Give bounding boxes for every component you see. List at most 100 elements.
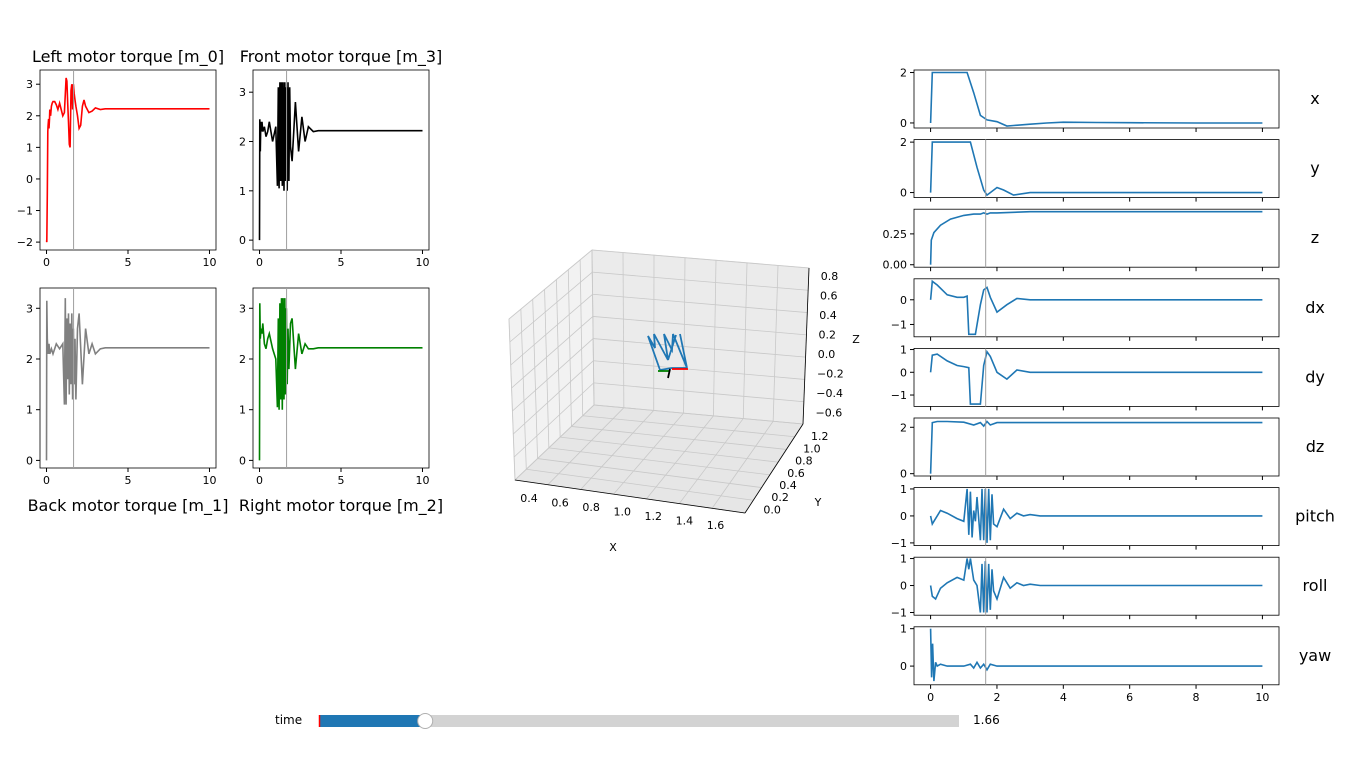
chart-11[interactable]: 1 0 −1 pitch — [891, 483, 1335, 550]
grid-line — [514, 404, 595, 481]
slider-handle[interactable] — [417, 713, 434, 729]
y-tick-label: 0 — [900, 187, 907, 200]
grid-line — [560, 436, 779, 463]
y-tick-label: 2 — [239, 353, 246, 366]
plot-frame — [913, 626, 1280, 686]
grid-line — [509, 271, 593, 343]
y-tick-label: 0.8 — [795, 455, 813, 468]
x-tick-label: 0 — [43, 474, 50, 487]
x-tick-label: 10 — [1255, 691, 1269, 704]
plot-frame — [39, 69, 217, 251]
y-tick-label: 3 — [239, 86, 246, 99]
y-tick-label: 1 — [900, 344, 907, 357]
y-tick-label: 1 — [900, 623, 907, 636]
slider-label: time — [275, 713, 303, 727]
series-line — [929, 141, 1263, 197]
grid-line — [513, 360, 594, 435]
chart-title: Left motor torque [m_0] — [32, 47, 224, 67]
y-tick-label: 0.6 — [787, 467, 805, 480]
chart-10[interactable]: 0 2 dz — [900, 417, 1324, 481]
y-tick-label: 2 — [900, 67, 907, 80]
series-line — [45, 77, 210, 243]
chart-1[interactable]: 0 5 10 0 1 2 3 Front motor torque [m_3] — [239, 47, 442, 269]
y-tick-label: 0 — [900, 468, 907, 481]
z-tick-label: 0.6 — [820, 289, 838, 302]
plot-frame — [913, 139, 1280, 199]
grid-line — [592, 293, 808, 313]
chart-12[interactable]: 1 0 −1 roll — [891, 553, 1328, 620]
plot-frame — [913, 417, 1280, 477]
grid-line — [646, 415, 714, 500]
chart-5[interactable]: 0 2 x — [900, 67, 1320, 132]
chart-title: Front motor torque [m_3] — [240, 47, 443, 67]
x-tick-label: 10 — [415, 474, 429, 487]
grid-line — [513, 382, 594, 458]
grid-line — [548, 447, 770, 476]
y-tick-label: 0 — [900, 580, 907, 593]
y-tick-label: 0.0 — [763, 503, 781, 516]
y-tick-label: 1 — [900, 483, 907, 496]
chart-0[interactable]: 0 5 10 −2 −1 0 1 2 3 Left motor torque [m_0] — [17, 47, 224, 269]
y-tick-label: 0 — [26, 454, 33, 467]
x-tick-label: 0 — [256, 256, 263, 269]
y-tick-label: 0 — [900, 294, 907, 307]
grid-line — [591, 249, 810, 269]
chart-2[interactable]: 0 5 10 0 1 2 3 Back motor torque [m_1] — [26, 287, 228, 516]
x-tick-label: 5 — [338, 474, 345, 487]
y-tick-label: 0 — [900, 510, 907, 523]
y-tick-label: 0.2 — [771, 491, 789, 504]
z-axis-label: Z — [852, 333, 860, 346]
y-tick-label: −1 — [891, 537, 907, 550]
chart-3d-position[interactable]: 0.4 0.6 0.8 1.0 1.2 1.4 1.60.00.20.40.60.81.01… — [508, 248, 860, 554]
state-label-dx: dx — [1305, 298, 1325, 317]
z-tick-label: −0.6 — [815, 406, 842, 419]
chart-8[interactable]: 0 −1 dx — [891, 278, 1325, 341]
y-tick-label: −1 — [891, 607, 907, 620]
x-tick-label: 5 — [338, 256, 345, 269]
quadcopter-trace — [647, 333, 688, 379]
state-label-roll: roll — [1303, 576, 1328, 595]
pane-back — [591, 249, 810, 425]
grid-line — [567, 269, 572, 427]
chart-9[interactable]: 1 0 −1 dy — [891, 344, 1325, 411]
grid-line — [510, 293, 593, 366]
time-slider[interactable] — [318, 713, 959, 729]
plot-frame — [913, 347, 1280, 407]
grid-line — [678, 418, 744, 504]
grid-line — [591, 249, 595, 406]
z-tick-label: −0.4 — [816, 387, 843, 400]
y-tick-label: 0.4 — [779, 479, 797, 492]
y-tick-label: 1 — [239, 404, 246, 417]
chart-7[interactable]: 0.00 0.25 z — [883, 208, 1320, 272]
y-tick-label: 1.2 — [811, 430, 829, 443]
x-tick-label: 4 — [1060, 691, 1067, 704]
y-axis-label: Y — [814, 496, 822, 509]
state-label-x: x — [1310, 89, 1319, 108]
y-tick-label: 3 — [26, 78, 33, 91]
x-tick-label: 1.0 — [613, 505, 631, 518]
z-tick-label: 0.0 — [818, 348, 836, 361]
chart-3[interactable]: 0 5 10 0 1 2 3 Right motor torque [m_2] — [239, 287, 443, 516]
grid-line — [511, 316, 594, 389]
grid-line — [593, 382, 804, 403]
y-tick-label: 0 — [900, 660, 907, 673]
state-label-z: z — [1311, 228, 1319, 247]
y-tick-label: 1 — [239, 185, 246, 198]
grid-line — [520, 309, 527, 470]
chart-6[interactable]: 0 2 y — [900, 136, 1320, 202]
series-line — [258, 82, 423, 241]
slider-track[interactable] — [319, 715, 959, 727]
state-label-y: y — [1310, 159, 1319, 178]
x-tick-label: 2 — [993, 691, 1000, 704]
x-axis-label: X — [609, 541, 617, 554]
x-tick-label: 0 — [43, 256, 50, 269]
y-tick-label: 0.00 — [883, 259, 908, 272]
grid-line — [579, 259, 584, 416]
state-label-pitch: pitch — [1295, 507, 1335, 526]
grid-line — [532, 299, 538, 459]
grid-line — [508, 318, 516, 481]
x-tick-label: 10 — [202, 474, 216, 487]
x-tick-label: 5 — [125, 474, 132, 487]
y-tick-label: 0.25 — [883, 228, 908, 241]
